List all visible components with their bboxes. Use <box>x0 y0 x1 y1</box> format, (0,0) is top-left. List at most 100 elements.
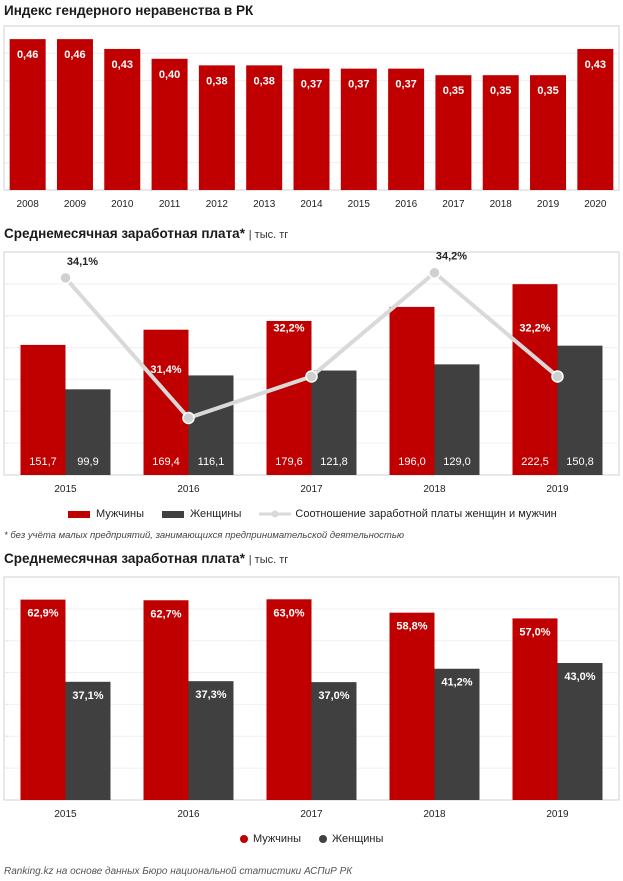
x-tick-2008: 2008 <box>17 199 40 210</box>
footnote: * без учёта малых предприятий, занимающи… <box>4 530 404 541</box>
men-share-label-2018: 58,8% <box>396 621 427 633</box>
women-share-label-2018: 41,2% <box>441 677 472 689</box>
chart3-legend: Мужчины Женщины <box>240 833 401 845</box>
women-share-bar-2016 <box>188 681 234 800</box>
x-tick-2016: 2016 <box>395 199 418 210</box>
ratio-point-2017 <box>305 370 318 383</box>
men-bar-2018 <box>389 306 435 475</box>
x-tick-2015: 2015 <box>54 484 77 495</box>
bar-2010 <box>104 48 141 191</box>
women-share-label-2015: 37,1% <box>72 690 103 702</box>
x-tick-2019: 2019 <box>546 809 569 820</box>
chart2-unit: тыс. тг <box>254 229 289 241</box>
bar-label-2015: 0,37 <box>348 79 369 91</box>
bar-2014 <box>293 68 330 190</box>
men-share-bar-2019 <box>512 618 558 800</box>
women-label-2018: 129,0 <box>443 456 471 468</box>
x-tick-2009: 2009 <box>64 199 87 210</box>
x-tick-2013: 2013 <box>253 199 276 210</box>
x-tick-2019: 2019 <box>537 199 560 210</box>
women-bar-2015 <box>65 389 111 475</box>
men-share-bar-2018 <box>389 612 435 800</box>
x-tick-2011: 2011 <box>159 199 181 210</box>
women-share-label-2017: 37,0% <box>318 690 349 702</box>
men-label-2019: 222,5 <box>521 456 549 468</box>
salary-chart: 151,7 99,9 2015 169,4 116,1 2016 179,6 121,8 201… <box>3 251 620 495</box>
ratio-label-2015: 34,1% <box>67 256 98 268</box>
x-tick-2020: 2020 <box>584 199 607 210</box>
women-label-2016: 116,1 <box>198 456 225 468</box>
chart3-unit: тыс. тг <box>254 554 289 566</box>
x-tick-2019: 2019 <box>546 484 569 495</box>
x-tick-2012: 2012 <box>206 199 229 210</box>
men-share-label-2019: 57,0% <box>519 626 550 638</box>
bar-label-2018: 0,35 <box>490 85 511 97</box>
women-share-label-2016: 37,3% <box>195 689 226 701</box>
bar-2013 <box>246 65 283 190</box>
men-label-2018: 196,0 <box>398 456 426 468</box>
x-tick-2014: 2014 <box>300 199 323 210</box>
bar-label-2020: 0,43 <box>585 59 606 71</box>
bar-label-2016: 0,37 <box>395 79 416 91</box>
x-tick-2018: 2018 <box>490 199 513 210</box>
ratio-label-2019: 32,2% <box>519 322 550 334</box>
women-bar-2019 <box>557 345 603 475</box>
men-bar-2016 <box>143 329 189 475</box>
bar-label-2010: 0,43 <box>112 59 133 71</box>
bar-label-2014: 0,37 <box>301 79 322 91</box>
ratio-point-2015 <box>59 271 72 285</box>
bar-2018 <box>482 75 519 190</box>
chart2-title: Среднемесячная заработная плата* | тыс. … <box>4 226 289 241</box>
bar-2008 <box>9 39 46 191</box>
ratio-label-2018: 34,2% <box>436 251 467 263</box>
ratio-point-2018 <box>428 266 441 279</box>
women-bar-2017 <box>311 370 357 475</box>
men-bar-2019 <box>512 284 558 475</box>
bar-label-2008: 0,46 <box>17 49 38 61</box>
men-label-2017: 179,6 <box>275 456 303 468</box>
women-label-2017: 121,8 <box>320 456 348 468</box>
women-share-label-2019: 43,0% <box>564 671 595 683</box>
ratio-point-2019 <box>551 370 564 383</box>
women-bar-2018 <box>434 364 480 475</box>
legend3-women: Женщины <box>319 833 383 845</box>
chart2-legend: Мужчины Женщины Соотношение заработной п… <box>68 508 575 520</box>
bar-label-2019: 0,35 <box>537 85 558 97</box>
bar-label-2013: 0,38 <box>253 75 274 87</box>
gender-index-chart: 0,46 2008 0,46 2009 0,43 2010 0,40 2011 0,38 2012… <box>3 25 620 210</box>
bar-2020 <box>577 48 614 191</box>
bar-2017 <box>435 75 472 190</box>
x-tick-2018: 2018 <box>423 809 446 820</box>
x-tick-2017: 2017 <box>442 199 465 210</box>
ratio-label-2017: 32,2% <box>273 322 304 334</box>
chart3-title: Среднемесячная заработная плата* | тыс. … <box>4 551 289 566</box>
ratio-label-2016: 31,4% <box>150 364 181 376</box>
women-share-bar-2019 <box>557 663 603 800</box>
x-tick-2015: 2015 <box>348 199 371 210</box>
women-label-2015: 99,9 <box>77 456 98 468</box>
men-share-bar-2016 <box>143 600 189 800</box>
legend-women: Женщины <box>162 508 241 520</box>
legend-ratio: Соотношение заработной платы женщин и му… <box>259 508 557 520</box>
women-label-2019: 150,8 <box>566 456 594 468</box>
men-share-bar-2015 <box>20 599 66 800</box>
men-share-label-2016: 62,7% <box>150 608 181 620</box>
x-tick-2017: 2017 <box>300 484 323 495</box>
men-share-bar-2017 <box>266 599 312 800</box>
legend-men: Мужчины <box>68 508 144 520</box>
men-label-2015: 151,7 <box>29 456 57 468</box>
women-share-bar-2018 <box>434 668 480 800</box>
bar-label-2017: 0,35 <box>443 85 464 97</box>
legend3-men: Мужчины <box>240 833 301 845</box>
x-tick-2016: 2016 <box>177 484 200 495</box>
bar-2011 <box>151 58 188 190</box>
bar-label-2011: 0,40 <box>159 69 180 81</box>
x-tick-2016: 2016 <box>177 809 200 820</box>
x-tick-2017: 2017 <box>300 809 323 820</box>
women-share-bar-2015 <box>65 681 111 800</box>
women-bar-2016 <box>188 375 234 475</box>
x-tick-2018: 2018 <box>423 484 446 495</box>
chart1-title: Индекс гендерного неравенства в РК <box>4 3 254 18</box>
bar-2009 <box>56 39 93 191</box>
bar-label-2012: 0,38 <box>206 75 227 87</box>
